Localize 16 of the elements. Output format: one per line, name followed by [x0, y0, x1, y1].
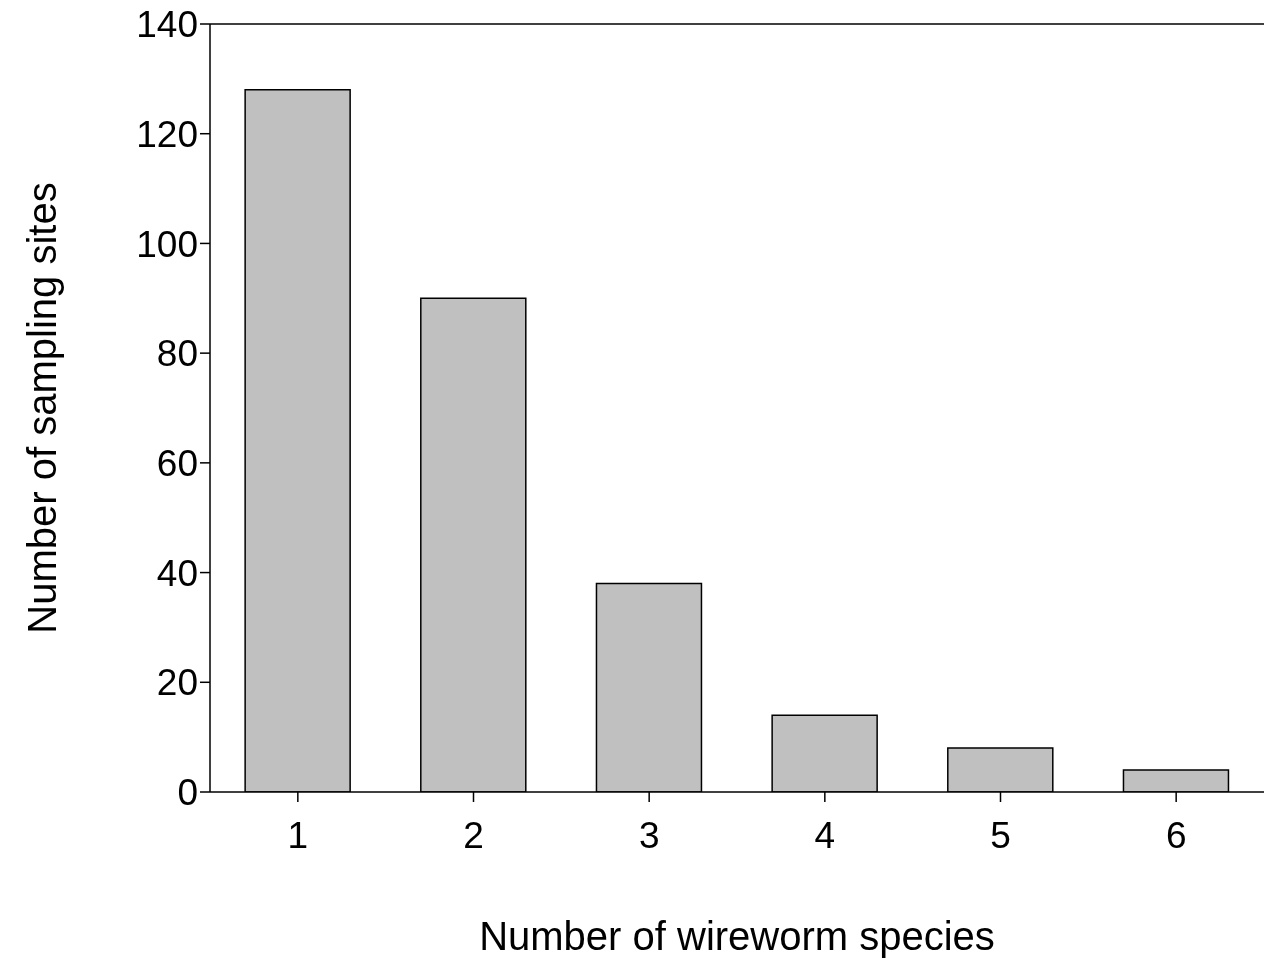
y-tick-label: 140	[136, 4, 198, 46]
x-tick-label: 3	[638, 815, 660, 857]
x-tick-label: 4	[814, 815, 836, 857]
x-tick-label: 6	[1165, 815, 1187, 857]
y-tick-label: 0	[177, 772, 198, 814]
y-axis-title: Number of sampling sites	[20, 182, 65, 634]
y-tick-label: 40	[156, 552, 198, 594]
y-tick-label: 120	[136, 113, 198, 155]
x-tick-label: 1	[287, 815, 309, 857]
x-axis-title: Number of wireworm species	[479, 914, 995, 958]
y-tick-label: 20	[156, 662, 198, 704]
y-tick-label: 80	[156, 333, 198, 375]
x-tick-label: 5	[990, 815, 1011, 857]
y-tick-label: 60	[156, 442, 198, 484]
y-tick-label: 100	[136, 223, 198, 265]
x-tick-label: 2	[463, 815, 484, 857]
